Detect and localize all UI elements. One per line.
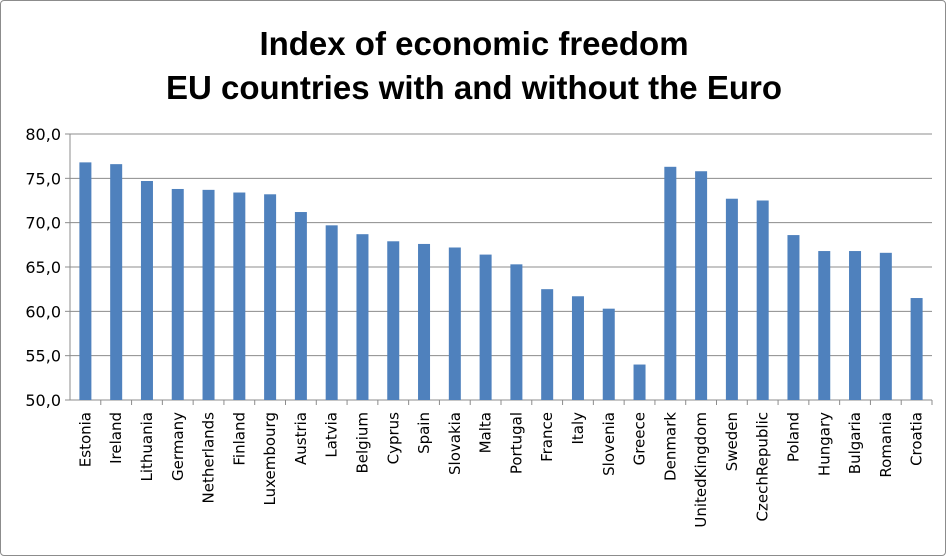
gridlines	[70, 133, 932, 357]
x-tick-label: Belgium	[353, 412, 371, 474]
x-tick-label: Greece	[631, 412, 649, 465]
chart-title: Index of economic freedom	[259, 25, 689, 62]
bar-lithuania	[140, 180, 153, 400]
y-tick-label: 55,0	[25, 347, 61, 366]
chart-subtitle: EU countries with and without the Euro	[166, 69, 782, 106]
x-tick-label: Denmark	[661, 412, 679, 481]
bar-luxembourg	[264, 194, 277, 400]
bar-netherlands	[202, 189, 215, 400]
bar-cyprus	[387, 241, 400, 400]
x-tick-label: Austria	[292, 412, 310, 465]
bar-portugal	[510, 264, 523, 400]
x-tick-label: Finland	[230, 412, 248, 466]
y-tick-labels: 50,0 55,0 60,0 65,0 70,0 75,0 80,0	[25, 125, 61, 410]
x-tick-label: Slovakia	[446, 412, 464, 475]
bars	[79, 162, 923, 400]
x-tick-label: Poland	[784, 412, 802, 462]
axes	[65, 133, 933, 405]
x-tick-label: Bulgaria	[846, 412, 864, 474]
y-tick-label: 65,0	[25, 258, 61, 277]
y-tick-label: 75,0	[25, 169, 61, 188]
bar-austria	[294, 212, 307, 400]
chart-title-block: Index of economic freedom EU countries w…	[0, 22, 948, 110]
bar-croatia	[910, 298, 923, 400]
x-tick-label: Italy	[569, 412, 587, 445]
x-tick-label: Spain	[415, 412, 433, 454]
bar-france	[541, 289, 554, 400]
bar-slovenia	[602, 308, 615, 400]
x-tick-labels: Estonia Ireland Lithuania Germany Netherland…	[76, 412, 925, 528]
x-tick-label: Ireland	[107, 412, 125, 464]
bar-romania	[879, 252, 892, 400]
y-tick-label: 60,0	[25, 302, 61, 321]
x-tick-label: Malta	[477, 412, 495, 453]
bar-ireland	[110, 164, 123, 400]
y-tick-label: 50,0	[25, 391, 61, 410]
x-tick-label: Germany	[169, 412, 187, 481]
x-tick-label: Slovenia	[600, 412, 618, 476]
bar-poland	[787, 235, 800, 400]
bar-greece	[633, 364, 646, 400]
bar-estonia	[79, 162, 92, 400]
bar-finland	[233, 192, 246, 400]
x-tick-label: Hungary	[815, 412, 833, 476]
bar-unitedkingdom	[695, 171, 708, 400]
x-tick-label: France	[538, 412, 556, 462]
bar-latvia	[325, 225, 338, 400]
x-tick-label: Cyprus	[384, 412, 402, 465]
x-tick-label: Croatia	[908, 412, 926, 466]
bar-sweden	[725, 198, 738, 400]
x-tick-label: Portugal	[507, 412, 525, 474]
y-tick-label: 80,0	[25, 125, 61, 144]
x-tick-label: Romania	[877, 412, 895, 478]
x-tick-label: Latvia	[323, 412, 341, 458]
bar-slovakia	[448, 247, 461, 400]
bar-czechrepublic	[756, 200, 769, 400]
bar-spain	[418, 243, 431, 400]
y-tick-label: 70,0	[25, 214, 61, 233]
x-tick-label: Estonia	[76, 412, 94, 467]
bar-italy	[571, 296, 584, 400]
x-tick-label: Sweden	[723, 412, 741, 471]
bar-bulgaria	[849, 251, 862, 400]
bar-malta	[479, 254, 492, 400]
x-tick-label: Luxembourg	[261, 412, 279, 506]
x-tick-label: UnitedKingdom	[692, 412, 710, 528]
x-tick-label: Lithuania	[138, 412, 156, 481]
x-tick-label: CzechRepublic	[754, 412, 772, 521]
bar-hungary	[818, 251, 831, 400]
bar-belgium	[356, 234, 369, 400]
bar-denmark	[664, 166, 677, 400]
x-tick-label: Netherlands	[200, 412, 218, 504]
bar-germany	[171, 188, 184, 400]
